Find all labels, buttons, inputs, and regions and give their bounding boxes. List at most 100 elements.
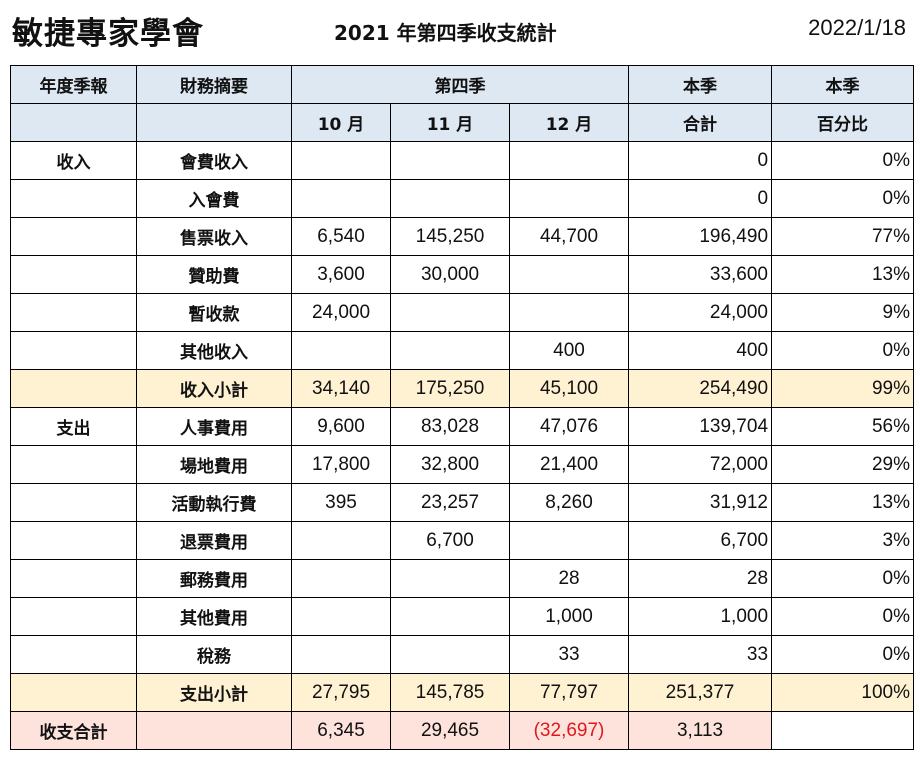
nov-cell (390, 331, 510, 370)
dec-cell (508, 179, 630, 218)
header-period-blank (10, 103, 137, 142)
category-cell (10, 331, 137, 370)
category-cell (10, 255, 137, 294)
dec-cell: 33 (508, 635, 630, 674)
header-summary-blank (136, 103, 292, 142)
percent-cell: 3% (771, 521, 915, 560)
table-row: 暫收款 24,000 24,000 9% (10, 293, 915, 332)
nov-cell (390, 559, 510, 598)
percent-cell: 0% (771, 331, 915, 370)
oct-cell: 34,140 (291, 369, 391, 408)
header-pct-bottom: 百分比 (771, 103, 915, 142)
percent-cell: 9% (771, 293, 915, 332)
nov-cell (390, 597, 510, 636)
percent-cell: 0% (771, 597, 915, 636)
table-row: 贊助費 3,600 30,000 33,600 13% (10, 255, 915, 294)
category-cell (10, 179, 137, 218)
oct-cell (291, 559, 391, 598)
total-cell: 0 (628, 141, 773, 180)
category-cell (10, 217, 137, 256)
category-cell (10, 483, 137, 522)
item-cell: 贊助費 (136, 255, 292, 294)
oct-cell (291, 141, 391, 180)
dec-cell: 77,797 (508, 673, 630, 712)
percent-cell: 77% (771, 217, 915, 256)
nov-cell: 30,000 (390, 255, 510, 294)
header-summary: 財務摘要 (136, 65, 292, 104)
item-cell: 場地費用 (136, 445, 292, 484)
item-cell: 其他費用 (136, 597, 292, 636)
percent-cell: 56% (771, 407, 915, 446)
total-cell: 400 (628, 331, 773, 370)
net-total-row: 收支合計 6,345 29,465 (32,697) 3,113 (10, 711, 915, 750)
nov-cell: 83,028 (390, 407, 510, 446)
dec-cell: 28 (508, 559, 630, 598)
oct-cell: 24,000 (291, 293, 391, 332)
item-cell: 退票費用 (136, 521, 292, 560)
report-title: 2021 年第四季收支統計 (334, 21, 557, 45)
item-cell: 活動執行費 (136, 483, 292, 522)
oct-cell (291, 597, 391, 636)
total-cell: 33 (628, 635, 773, 674)
percent-cell: 0% (771, 635, 915, 674)
net-nov-cell: 29,465 (390, 711, 510, 750)
oct-cell (291, 331, 391, 370)
income-subtotal-row: 收入小計 34,140 175,250 45,100 254,490 99% (10, 369, 915, 408)
net-blank-cell (136, 711, 292, 750)
table-row: 場地費用 17,800 32,800 21,400 72,000 29% (10, 445, 915, 484)
oct-cell: 17,800 (291, 445, 391, 484)
header-period: 年度季報 (10, 65, 137, 104)
net-percent-cell (771, 711, 915, 750)
item-cell: 稅務 (136, 635, 292, 674)
nov-cell: 145,250 (390, 217, 510, 256)
oct-cell (291, 179, 391, 218)
nov-cell: 23,257 (390, 483, 510, 522)
dec-cell (508, 255, 630, 294)
dec-cell (508, 521, 630, 560)
item-cell: 其他收入 (136, 331, 292, 370)
nov-cell (390, 293, 510, 332)
nov-cell: 32,800 (390, 445, 510, 484)
oct-cell: 9,600 (291, 407, 391, 446)
nov-cell (390, 635, 510, 674)
net-dec-cell: (32,697) (508, 711, 630, 750)
nov-cell (390, 141, 510, 180)
nov-cell: 6,700 (390, 521, 510, 560)
category-cell: 支出 (10, 407, 137, 446)
net-oct-cell: 6,345 (291, 711, 391, 750)
total-cell: 72,000 (628, 445, 773, 484)
total-cell: 31,912 (628, 483, 773, 522)
item-cell: 人事費用 (136, 407, 292, 446)
table-row: 其他收入 400 400 0% (10, 331, 915, 370)
percent-cell: 100% (771, 673, 915, 712)
report-header: 敏捷專家學會 2021 年第四季收支統計 2022/1/18 (0, 0, 920, 62)
total-cell: 33,600 (628, 255, 773, 294)
item-cell: 收入小計 (136, 369, 292, 408)
percent-cell: 0% (771, 559, 915, 598)
percent-cell: 0% (771, 141, 915, 180)
report-date: 2022/1/18 (808, 15, 906, 40)
item-cell: 暫收款 (136, 293, 292, 332)
total-cell: 0 (628, 179, 773, 218)
oct-cell: 27,795 (291, 673, 391, 712)
header-quarter: 第四季 (290, 65, 630, 104)
net-total-cell: 3,113 (628, 711, 773, 750)
nov-cell: 175,250 (390, 369, 510, 408)
total-cell: 196,490 (628, 217, 773, 256)
table-row: 支出 人事費用 9,600 83,028 47,076 139,704 56% (10, 407, 915, 446)
percent-cell: 13% (771, 483, 915, 522)
category-cell (10, 293, 137, 332)
category-cell (10, 445, 137, 484)
table-row: 郵務費用 28 28 0% (10, 559, 915, 598)
category-cell (10, 597, 137, 636)
dec-cell: 1,000 (508, 597, 630, 636)
header-pct-top: 本季 (771, 65, 915, 104)
item-cell: 郵務費用 (136, 559, 292, 598)
table-row: 稅務 33 33 0% (10, 635, 915, 674)
total-cell: 1,000 (628, 597, 773, 636)
category-cell (10, 559, 137, 598)
dec-cell: 45,100 (508, 369, 630, 408)
nov-cell (390, 179, 510, 218)
category-cell (10, 369, 137, 408)
total-cell: 139,704 (628, 407, 773, 446)
